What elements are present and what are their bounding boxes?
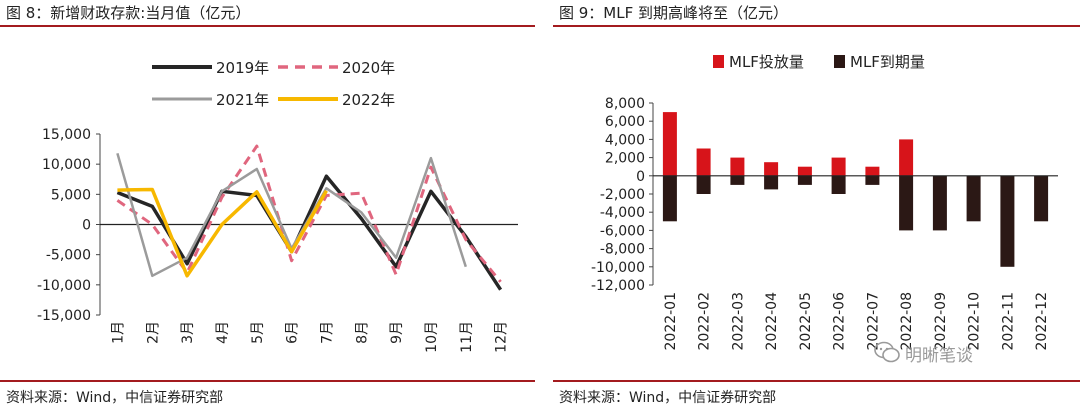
bar-MLF投放量 xyxy=(899,139,914,176)
y-tick-label: 8,000 xyxy=(605,96,645,112)
x-tick-label: 2022-06 xyxy=(832,292,848,351)
bar-MLF投放量 xyxy=(662,112,677,176)
x-tick-label: 8月 xyxy=(354,321,370,344)
legend-swatch-MLF到期量 xyxy=(834,55,845,68)
x-tick-label: 9月 xyxy=(389,321,405,344)
left-bottom-rule xyxy=(0,380,535,382)
y-tick-label: -4,000 xyxy=(600,205,645,221)
y-tick-label: -10,000 xyxy=(591,260,645,276)
legend-label-MLF到期量: MLF到期量 xyxy=(850,53,925,71)
y-tick-label: -2,000 xyxy=(600,187,645,203)
y-tick-label: -10,000 xyxy=(37,278,91,294)
x-tick-label: 11月 xyxy=(459,321,475,353)
bar-MLF投放量 xyxy=(831,157,846,176)
x-tick-label: 6月 xyxy=(285,321,301,344)
legend-label-2022年: 2022年 xyxy=(342,91,395,109)
bar-MLF到期量 xyxy=(932,175,947,231)
bar-MLF到期量 xyxy=(966,175,981,222)
x-tick-label: 2月 xyxy=(145,321,161,344)
right-top-rule xyxy=(553,25,1080,27)
x-tick-label: 2022-11 xyxy=(1000,292,1016,351)
right-figure-title: 图 9：MLF 到期高峰将至（亿元） xyxy=(559,4,789,22)
x-tick-label: 10月 xyxy=(424,321,440,353)
bar-MLF到期量 xyxy=(696,175,711,194)
bar-MLF到期量 xyxy=(662,175,677,222)
y-tick-label: -15,000 xyxy=(37,308,91,324)
x-tick-label: 7月 xyxy=(319,321,335,344)
x-tick-label: 2022-08 xyxy=(899,292,915,351)
x-tick-label: 2022-07 xyxy=(865,292,881,351)
legend-label-2021年: 2021年 xyxy=(216,91,269,109)
x-tick-label: 1月 xyxy=(110,321,126,344)
series-line-2022年 xyxy=(117,187,328,278)
right-figure-panel: 图 9：MLF 到期高峰将至（亿元） 8,000 6,000 4,000 2,000 0… xyxy=(553,0,1080,409)
bar-MLF到期量 xyxy=(764,175,779,190)
y-tick-label: 10,000 xyxy=(42,157,91,173)
bar-MLF投放量 xyxy=(696,148,711,176)
x-tick-label: 2022-01 xyxy=(663,292,679,351)
watermark-text: 明晰笔谈 xyxy=(905,346,973,366)
y-tick-label: 5,000 xyxy=(51,187,91,203)
bar-MLF投放量 xyxy=(730,157,745,176)
bar-MLF到期量 xyxy=(730,175,745,185)
bar-MLF到期量 xyxy=(865,175,880,185)
right-source-note: 资料来源：Wind，中信证券研究部 xyxy=(559,390,777,406)
series-line-2019年 xyxy=(116,174,503,291)
y-tick-label: 0 xyxy=(636,169,645,185)
y-tick-label: 15,000 xyxy=(42,127,91,143)
x-tick-label: 2022-02 xyxy=(697,292,713,351)
x-tick-label: 2022-10 xyxy=(967,292,983,351)
right-bottom-rule xyxy=(553,380,1080,382)
y-tick-label: 6,000 xyxy=(605,114,645,130)
y-tick-label: -6,000 xyxy=(600,223,645,239)
x-tick-label: 12月 xyxy=(494,321,510,353)
x-tick-label: 5月 xyxy=(250,321,266,344)
y-tick-label: -12,000 xyxy=(591,278,645,294)
x-tick-label: 3月 xyxy=(180,321,196,344)
left-source-note: 资料来源：Wind，中信证券研究部 xyxy=(6,390,224,406)
bar-MLF到期量 xyxy=(899,175,914,231)
y-tick-label: 0 xyxy=(82,218,91,234)
bar-MLF到期量 xyxy=(797,175,812,185)
mlf-bar-chart: 8,000 6,000 4,000 2,000 0 -2,000 -4,000 -6,000 -… xyxy=(591,53,1058,351)
bar-MLF投放量 xyxy=(865,166,880,176)
legend-label-2020年: 2020年 xyxy=(342,59,395,77)
left-figure-panel: 图 8：新增财政存款:当月值（亿元） 15,000 10,000 5,000 0 -5,… xyxy=(0,0,535,409)
bar-MLF到期量 xyxy=(1000,175,1015,267)
legend-label-2019年: 2019年 xyxy=(216,59,269,77)
legend-label-MLF投放量: MLF投放量 xyxy=(729,53,804,71)
bar-MLF投放量 xyxy=(764,162,779,176)
y-tick-label: 4,000 xyxy=(605,132,645,148)
left-figure-title: 图 8：新增财政存款:当月值（亿元） xyxy=(6,4,251,22)
x-tick-label: 2022-04 xyxy=(764,292,780,351)
x-tick-label: 2022-03 xyxy=(730,292,746,351)
y-tick-label: 2,000 xyxy=(605,151,645,167)
x-tick-label: 2022-05 xyxy=(798,292,814,351)
x-tick-label: 4月 xyxy=(215,321,231,344)
bar-MLF到期量 xyxy=(831,175,846,194)
x-tick-label: 2022-09 xyxy=(933,292,949,351)
bar-MLF投放量 xyxy=(797,166,812,176)
left-top-rule xyxy=(0,25,535,27)
wechat-icon xyxy=(874,341,900,363)
legend-swatch-MLF投放量 xyxy=(713,55,724,68)
y-tick-label: -8,000 xyxy=(600,242,645,258)
bar-MLF到期量 xyxy=(1034,175,1049,222)
fiscal-deposit-line-chart: 15,000 10,000 5,000 0 -5,000 -10,000 -15,000 1月… xyxy=(37,59,518,353)
x-tick-label: 2022-12 xyxy=(1034,292,1050,351)
y-tick-label: -5,000 xyxy=(46,248,91,264)
